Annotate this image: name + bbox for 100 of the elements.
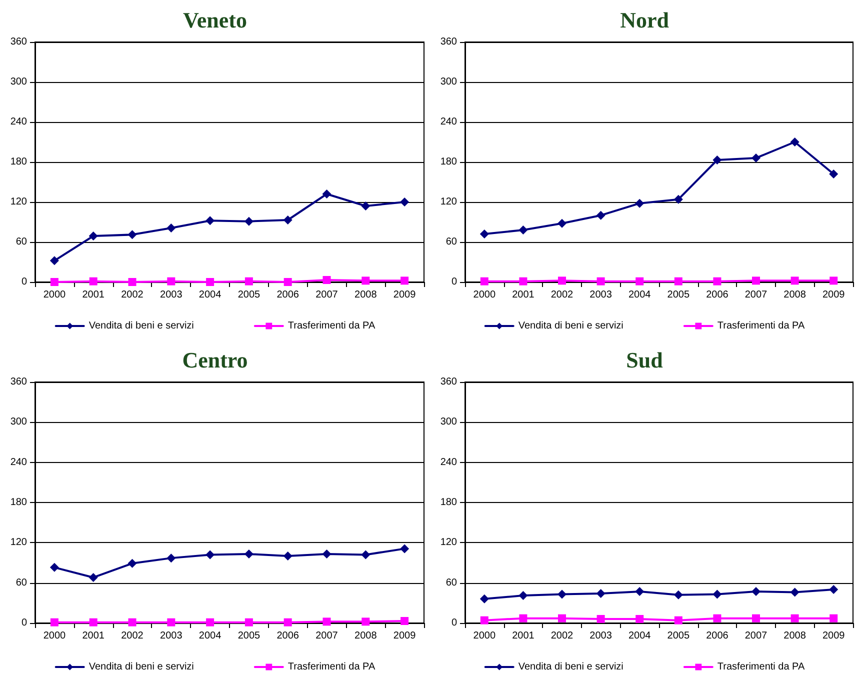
point	[558, 614, 566, 622]
y-tick-label: 240	[10, 116, 28, 128]
point	[830, 614, 838, 622]
point	[88, 232, 98, 240]
chart-title: Sud	[626, 348, 663, 372]
x-tick-label: 2009	[393, 630, 416, 642]
x-tick-label: 2000	[473, 290, 496, 300]
x-tick-label: 2005	[238, 630, 261, 642]
point	[480, 277, 488, 286]
point	[635, 198, 644, 208]
y-tick-label: 360	[10, 376, 28, 388]
point	[636, 277, 644, 286]
point	[244, 277, 253, 286]
point	[284, 278, 292, 286]
point	[519, 277, 528, 286]
x-tick-label: 2005	[667, 630, 690, 642]
point	[400, 616, 409, 625]
point	[166, 554, 176, 563]
x-tick-label: 2008	[354, 630, 378, 642]
point	[830, 276, 838, 285]
point	[89, 618, 98, 626]
point	[283, 216, 292, 224]
point	[752, 587, 760, 596]
x-tick-label: 2008	[784, 290, 806, 300]
point	[206, 278, 214, 286]
x-tick-label: 2007	[744, 290, 768, 300]
point	[790, 276, 799, 285]
y-tick-label: 0	[451, 276, 458, 288]
y-tick-label: 0	[21, 618, 28, 628]
point	[712, 590, 722, 599]
point	[244, 550, 254, 559]
x-tick-label: 2005	[667, 290, 690, 300]
point	[480, 616, 488, 624]
point	[128, 558, 137, 568]
chart-title: Nord	[620, 8, 669, 32]
point	[89, 277, 98, 286]
point	[790, 588, 800, 597]
x-tick-label: 2004	[628, 630, 652, 642]
x-tick-label: 2003	[590, 630, 612, 642]
y-tick-label: 0	[21, 276, 28, 288]
point	[322, 276, 331, 284]
point	[50, 256, 59, 266]
legend-label: Trasferimenti da PA	[288, 320, 376, 332]
x-tick-label: 2001	[82, 290, 105, 300]
point	[635, 587, 644, 596]
y-tick-label: 360	[440, 36, 458, 48]
y-tick-label: 120	[440, 196, 458, 208]
point	[362, 618, 370, 626]
point	[50, 562, 59, 572]
x-tick-label: 2001	[512, 630, 535, 642]
point	[790, 614, 799, 622]
x-tick-label: 2004	[198, 290, 222, 300]
point	[558, 276, 566, 285]
point	[283, 552, 292, 561]
legend-label: Trasferimenti da PA	[717, 662, 805, 672]
point	[361, 202, 370, 210]
y-tick-label: 120	[10, 537, 28, 548]
x-tick-label: 2002	[121, 290, 144, 300]
point	[400, 544, 410, 554]
point	[752, 276, 760, 285]
point	[752, 154, 760, 162]
point	[674, 590, 683, 600]
legend-label: Trasferimenti da PA	[288, 662, 376, 672]
point	[829, 170, 838, 178]
point	[128, 618, 136, 626]
point	[206, 216, 215, 226]
x-tick-label: 2005	[238, 290, 261, 300]
point	[206, 550, 215, 560]
point	[50, 278, 58, 286]
y-tick-label: 360	[10, 36, 28, 48]
x-tick-label: 2000	[43, 630, 66, 642]
point	[518, 226, 528, 234]
y-tick-label: 180	[10, 497, 28, 508]
point	[400, 198, 410, 206]
legend-label: Vendita di beni e servizi	[518, 662, 624, 672]
point	[518, 591, 528, 600]
point	[400, 276, 409, 285]
legend-label: Vendita di beni e servizi	[88, 662, 194, 672]
x-tick-label: 2006	[276, 290, 300, 300]
x-tick-label: 2001	[82, 630, 105, 642]
x-tick-label: 2000	[43, 290, 66, 300]
legend-label: Vendita di beni e servizi	[518, 320, 624, 332]
point	[674, 616, 682, 624]
y-tick-label: 300	[10, 76, 28, 88]
x-tick-label: 2008	[784, 630, 806, 642]
point	[361, 550, 370, 560]
y-tick-label: 360	[440, 376, 458, 388]
y-tick-label: 180	[440, 156, 458, 168]
point	[166, 224, 176, 232]
y-tick-label: 300	[440, 416, 458, 428]
legend-label: Vendita di beni e servizi	[88, 320, 194, 332]
point	[712, 156, 722, 164]
point	[167, 277, 176, 286]
y-tick-label: 240	[440, 456, 458, 468]
y-tick-label: 60	[446, 236, 458, 248]
point	[244, 216, 254, 226]
x-tick-label: 2002	[121, 630, 144, 642]
y-tick-label: 240	[10, 456, 28, 468]
point	[636, 614, 644, 623]
x-tick-label: 2002	[550, 290, 574, 300]
